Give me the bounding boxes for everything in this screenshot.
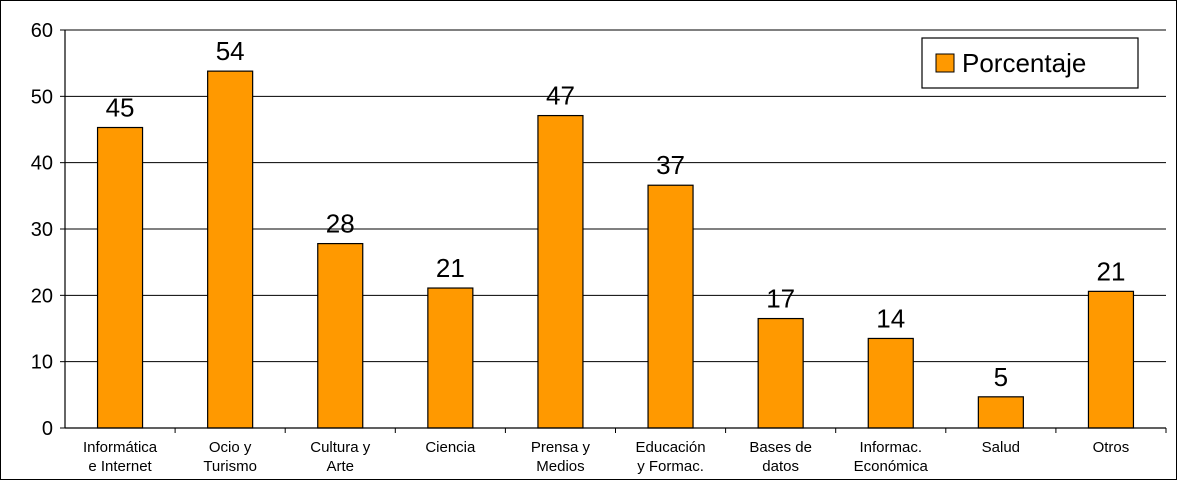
x-tick-label: Prensa y — [531, 439, 591, 456]
data-label: 21 — [1096, 256, 1125, 286]
x-tick-label: Ciencia — [425, 439, 476, 456]
y-tick-label: 0 — [42, 418, 53, 440]
x-tick-labels: Informática e Internet Ocio y Turismo Cultur… — [83, 439, 1129, 475]
bar — [428, 288, 473, 428]
x-tick-label: Informac. — [859, 439, 922, 456]
x-tick-label: Bases de — [749, 439, 812, 456]
x-tick-label: Informática — [83, 439, 158, 456]
y-tick-label: 50 — [31, 86, 53, 108]
data-label: 54 — [216, 36, 245, 66]
x-tick-label: Turismo — [203, 458, 257, 475]
data-label: 28 — [326, 209, 355, 239]
bar — [758, 319, 803, 428]
y-tick-label: 60 — [31, 20, 53, 42]
bar — [1088, 291, 1133, 428]
bar — [318, 244, 363, 428]
x-tick-label: Medios — [536, 458, 584, 475]
x-tick-label: Cultura y — [310, 439, 371, 456]
x-tick-label: Arte — [326, 458, 354, 475]
bar — [208, 71, 253, 428]
bar — [98, 128, 143, 428]
x-tick-label: Otros — [1093, 439, 1130, 456]
x-tick-label: Educación — [636, 439, 706, 456]
x-tick-label: datos — [762, 458, 799, 475]
bar — [538, 116, 583, 428]
bar — [648, 185, 693, 428]
y-tick-label: 30 — [31, 219, 53, 241]
data-label: 37 — [656, 150, 685, 180]
bar — [868, 338, 913, 428]
y-tick-label: 20 — [31, 285, 53, 307]
y-tick-labels: 0 10 20 30 40 50 60 — [31, 20, 53, 440]
data-label: 21 — [436, 253, 465, 283]
data-label: 45 — [106, 93, 135, 123]
data-labels: 45 54 28 21 47 37 17 14 5 21 — [106, 36, 1126, 392]
legend-label: Porcentaje — [962, 48, 1086, 78]
data-label: 14 — [876, 303, 905, 333]
x-tick-label: Económica — [854, 458, 929, 475]
x-tick-label: Ocio y — [209, 439, 252, 456]
bars — [98, 71, 1134, 428]
x-tick-label: e Internet — [88, 458, 152, 475]
legend: Porcentaje — [922, 38, 1138, 88]
y-tick-label: 40 — [31, 153, 53, 175]
bar — [978, 397, 1023, 428]
data-label: 5 — [994, 362, 1008, 392]
x-tick-label: y Formac. — [637, 458, 704, 475]
data-label: 17 — [766, 284, 795, 314]
data-label: 47 — [546, 81, 575, 111]
x-tick-label: Salud — [982, 439, 1020, 456]
legend-swatch — [936, 54, 954, 72]
y-tick-label: 10 — [31, 352, 53, 374]
